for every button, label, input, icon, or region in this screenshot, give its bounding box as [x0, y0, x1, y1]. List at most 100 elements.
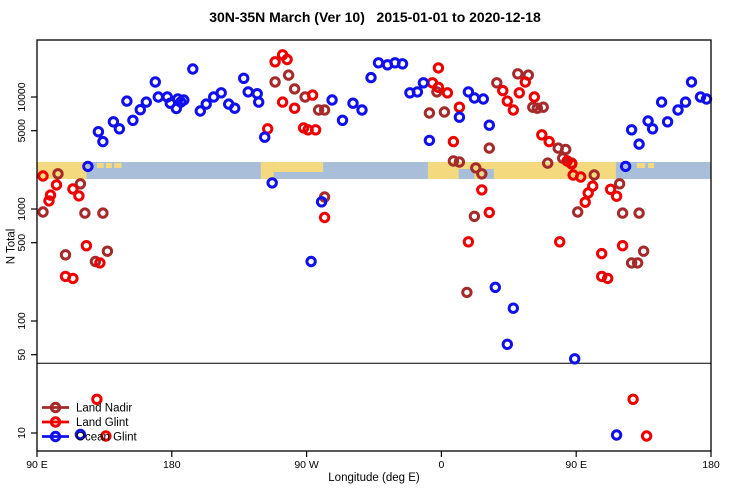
data-point-land-nadir — [616, 207, 629, 219]
y-tick-label: 500 — [16, 234, 28, 252]
data-point-land-nadir — [79, 207, 91, 219]
data-point-land-nadir — [588, 169, 600, 181]
data-point-land-nadir — [633, 207, 645, 219]
data-point-land-nadir — [637, 245, 650, 257]
data-point-ocean-glint — [215, 87, 227, 99]
data-point-ocean-glint — [646, 123, 659, 135]
data-point-land-glint — [602, 272, 614, 285]
data-point-land-glint — [501, 95, 513, 107]
data-point-land-nadir — [97, 207, 109, 219]
data-point-land-nadir — [453, 156, 466, 168]
y-tick-label: 100 — [16, 312, 28, 330]
data-point-ocean-glint — [200, 98, 212, 110]
data-point-ocean-glint — [633, 138, 645, 150]
data-point-ocean-glint — [336, 114, 349, 127]
data-point-ocean-glint — [685, 76, 698, 88]
data-point-ocean-glint — [411, 86, 424, 98]
data-point-land-glint — [91, 393, 103, 405]
data-point-land-glint — [462, 236, 475, 248]
data-point-ocean-glint — [127, 114, 139, 127]
data-point-land-glint — [627, 393, 639, 405]
data-point-land-glint — [528, 91, 540, 103]
data-point-ocean-glint — [501, 338, 513, 350]
map-band-land-segment — [636, 163, 646, 168]
data-point-land-nadir — [101, 245, 114, 257]
data-point-ocean-glint — [107, 116, 120, 128]
data-point-land-glint — [476, 184, 488, 196]
data-point-land-nadir — [476, 168, 488, 180]
map-band-ocean-segment — [458, 169, 475, 179]
data-point-land-glint — [73, 190, 85, 202]
data-point-land-nadir — [312, 104, 325, 116]
data-point-ocean-glint — [113, 123, 126, 135]
data-point-land-glint — [554, 236, 566, 248]
data-point-land-glint — [596, 247, 608, 260]
data-point-land-nadir — [74, 178, 87, 190]
data-point-land-nadir — [470, 162, 482, 174]
y-tick-label: 5000 — [16, 119, 28, 143]
data-point-ocean-glint — [152, 91, 165, 103]
data-point-ocean-glint — [610, 429, 623, 441]
data-point-ocean-glint — [74, 428, 87, 441]
data-point-land-glint — [37, 170, 49, 182]
data-point-land-nadir — [447, 155, 460, 167]
data-point-ocean-glint — [229, 102, 241, 114]
data-point-land-glint — [587, 180, 599, 192]
data-point-land-nadir — [282, 69, 295, 81]
y-tick-label: 10000 — [16, 82, 28, 111]
data-point-ocean-glint — [655, 96, 668, 108]
map-band-land-segment — [273, 162, 324, 172]
data-point-land-glint — [441, 87, 454, 99]
x-tick-label: 90 E — [565, 459, 587, 471]
map-band-ocean-segment — [483, 169, 494, 179]
data-point-ocean-glint — [259, 131, 271, 143]
data-point-ocean-glint — [315, 196, 328, 208]
x-tick-label: 180 — [163, 459, 181, 471]
data-point-land-glint — [497, 84, 509, 97]
data-point-land-glint — [447, 135, 460, 148]
data-point-land-nadir — [483, 142, 495, 154]
data-point-ocean-glint — [569, 353, 581, 365]
data-point-ocean-glint — [396, 58, 409, 70]
data-point-land-nadir — [613, 178, 626, 190]
data-point-ocean-glint — [489, 281, 501, 293]
data-point-ocean-glint — [92, 126, 105, 138]
data-point-land-glint — [575, 171, 587, 183]
data-point-land-nadir — [531, 102, 543, 114]
data-point-ocean-glint — [326, 94, 338, 106]
x-tick-label: 0 — [438, 459, 444, 471]
x-tick-label: 90 E — [26, 459, 48, 471]
data-point-ocean-glint — [242, 86, 254, 98]
data-point-ocean-glint — [694, 91, 707, 103]
data-point-land-glint — [640, 430, 653, 442]
data-point-land-glint — [100, 430, 112, 442]
data-point-land-glint — [50, 179, 63, 191]
map-band-land-segment — [260, 162, 274, 179]
data-point-ocean-glint — [672, 104, 684, 116]
data-point-ocean-glint — [253, 96, 265, 108]
data-point-land-glint — [616, 240, 629, 252]
map-band-land-segment — [105, 163, 112, 168]
legend-label: Land Nadir — [76, 403, 132, 415]
data-point-ocean-glint — [365, 71, 377, 84]
data-point-land-glint — [306, 89, 319, 101]
map-band-land-segment — [114, 163, 122, 168]
data-point-land-nadir — [572, 206, 584, 218]
data-point-land-nadir — [52, 168, 64, 180]
data-point-land-glint — [604, 183, 617, 196]
data-point-ocean-glint — [266, 177, 278, 189]
y-tick-label: 1000 — [16, 197, 28, 221]
data-point-land-nadir — [468, 210, 481, 223]
data-point-land-nadir — [491, 77, 503, 89]
data-point-land-glint — [80, 240, 93, 252]
data-point-land-nadir — [269, 76, 281, 88]
data-point-land-glint — [67, 183, 79, 195]
data-point-land-glint — [269, 56, 281, 68]
data-point-land-glint — [566, 158, 578, 170]
data-point-ocean-glint — [507, 302, 519, 314]
data-point-ocean-glint — [642, 115, 654, 127]
data-point-land-nadir — [560, 143, 572, 156]
data-point-land-glint — [43, 195, 55, 207]
